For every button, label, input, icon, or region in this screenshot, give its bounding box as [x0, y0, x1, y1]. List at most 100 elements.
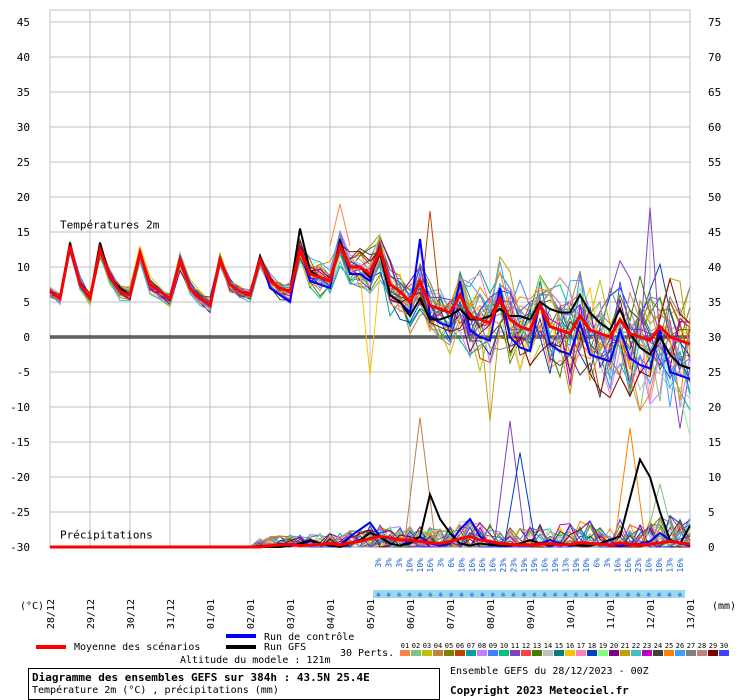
member-id-label: 22 [632, 642, 640, 650]
ensemble-member-temp-line [49, 238, 691, 399]
member-color-swatch [488, 650, 498, 656]
snowflake-icon: ❄ [553, 591, 557, 599]
member-color-swatch [587, 650, 597, 656]
y-tick-label-right: 55 [708, 156, 721, 169]
snow-probability-band: 3% ❄ 3% ❄ 3% ❄ 10% ❄ 10% ❄ 16% ❄ 3% ❄ 6% ❄ 10% ❄ 16% ❄ 16% ❄ 1… [373, 558, 685, 599]
y-tick-label-right: 25 [708, 366, 721, 379]
x-tick-label: 29/12 [86, 599, 97, 629]
ensemble-extreme-temp [329, 203, 351, 247]
member-id-label: 16 [566, 642, 574, 650]
member-id-label: 15 [555, 642, 563, 650]
member-color-swatch [433, 650, 443, 656]
member-color-swatch [697, 650, 707, 656]
legend-gfs-label: Run GFS [264, 642, 306, 653]
member-color-swatch [598, 650, 608, 656]
x-tick-label: 09/01 [526, 599, 537, 629]
x-tick-label: 31/12 [166, 599, 177, 629]
snow-percent-label: 3% [437, 558, 446, 568]
x-tick-label: 02/01 [246, 599, 257, 629]
member-color-swatch [422, 650, 432, 656]
temperature-panel-label: Températures 2m [60, 218, 160, 231]
altitude-label: Altitude du modele : 121m [180, 655, 331, 666]
member-color-swatch [653, 650, 663, 656]
snow-percent-label: 19% [520, 558, 529, 573]
y-tick-label-right: 10 [708, 471, 721, 484]
x-tick-label: 28/12 [46, 599, 57, 629]
member-id-label: 24 [654, 642, 662, 650]
member-id-label: 29 [709, 642, 717, 650]
member-color-swatch [708, 650, 718, 656]
member-color-swatch [411, 650, 421, 656]
y-tick-label-right: 40 [708, 261, 721, 274]
member-id-label: 03 [423, 642, 431, 650]
member-color-swatch [444, 650, 454, 656]
member-id-label: 25 [665, 642, 673, 650]
snowflake-icon: ❄ [386, 591, 390, 599]
snowflake-icon: ❄ [522, 591, 526, 599]
member-color-swatch [466, 650, 476, 656]
snow-percent-label: 23% [499, 558, 508, 573]
y-tick-label-right: 70 [708, 51, 721, 64]
ensemble-note: 30 Perts. [340, 648, 394, 659]
y-axis-left-ticks: 45 40 35 30 25 20 15 10 5 0 -5 -10 -15 -20 -25 -30 [10, 16, 30, 554]
member-color-swatch [675, 650, 685, 656]
snowflake-icon: ❄ [418, 591, 422, 599]
member-color-swatch [719, 650, 729, 656]
ensemble-extreme-temp [359, 273, 381, 376]
snowflake-icon: ❄ [636, 591, 640, 599]
snowflake-icon: ❄ [480, 591, 484, 599]
member-id-label: 07 [467, 642, 475, 650]
snow-percent-label: 16% [489, 558, 498, 573]
member-color-swatch [510, 650, 520, 656]
snowflake-icon: ❄ [542, 591, 546, 599]
snow-percent-label: 3% [603, 558, 612, 568]
ensemble-precip-peak [403, 417, 437, 548]
member-color-swatch [631, 650, 641, 656]
x-tick-label: 01/01 [206, 599, 217, 629]
snowflake-icon: ❄ [449, 591, 453, 599]
snowflake-icon: ❄ [501, 591, 505, 599]
snowflake-icon: ❄ [459, 591, 463, 599]
snowflake-icon: ❄ [667, 591, 671, 599]
ensemble-precip-peak [503, 452, 537, 548]
snow-percent-label: 23% [509, 558, 518, 573]
y-tick-label-left: 0 [23, 331, 30, 344]
snow-percent-label: 13% [561, 558, 570, 573]
y-tick-label-right: 35 [708, 296, 721, 309]
member-id-label: 10 [500, 642, 508, 650]
snow-percent-label: 3% [395, 558, 404, 568]
snowflake-icon: ❄ [678, 591, 682, 599]
snow-percent-label: 13% [665, 558, 674, 573]
y-tick-label-right: 50 [708, 191, 721, 204]
x-tick-label: 05/01 [366, 599, 377, 629]
x-tick-label: 12/01 [646, 599, 657, 629]
snowflake-icon: ❄ [407, 591, 411, 599]
y-tick-label-left: -15 [10, 436, 30, 449]
snow-percent-label: 16% [541, 558, 550, 573]
x-tick-label: 11/01 [606, 599, 617, 629]
member-id-label: 05 [445, 642, 453, 650]
member-id-label: 30 [720, 642, 728, 650]
y-tick-label-left: 30 [17, 121, 30, 134]
member-color-swatch [477, 650, 487, 656]
snowflake-icon: ❄ [657, 591, 661, 599]
member-id-label: 06 [456, 642, 464, 650]
x-tick-label: 30/12 [126, 599, 137, 629]
x-tick-label: 04/01 [326, 599, 337, 629]
y-tick-label-right: 15 [708, 436, 721, 449]
snow-band-base [373, 590, 685, 598]
snowflake-icon: ❄ [584, 591, 588, 599]
y-tick-label-left: 25 [17, 156, 30, 169]
legend-mean-label: Moyenne des scénarios [74, 641, 200, 653]
member-color-swatch [400, 650, 410, 656]
y-tick-label-left: -5 [17, 366, 30, 379]
snow-percent-label: 16% [468, 558, 477, 573]
member-id-label: 08 [478, 642, 486, 650]
y-tick-label-left: 35 [17, 86, 30, 99]
ensemble-precip-peak [643, 483, 677, 548]
y-tick-label-right: 0 [708, 541, 715, 554]
member-color-swatch [499, 650, 509, 656]
y-tick-label-left: 15 [17, 226, 30, 239]
y-tick-label-left: -20 [10, 471, 30, 484]
